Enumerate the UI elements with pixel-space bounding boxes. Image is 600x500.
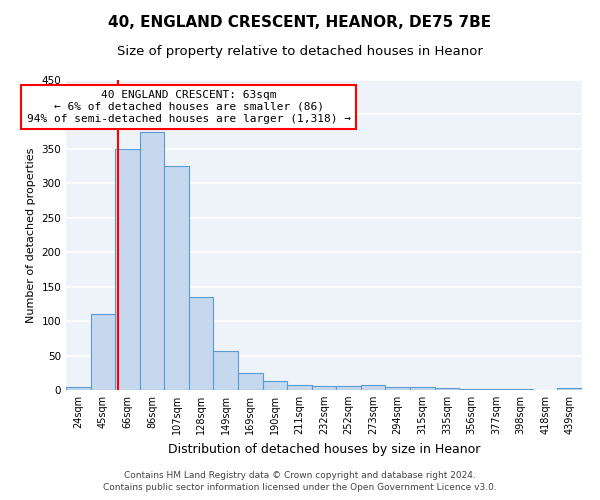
Bar <box>557 388 582 390</box>
Bar <box>189 297 214 390</box>
Bar <box>361 385 385 390</box>
Bar <box>91 314 115 390</box>
Text: 40, ENGLAND CRESCENT, HEANOR, DE75 7BE: 40, ENGLAND CRESCENT, HEANOR, DE75 7BE <box>109 15 491 30</box>
Bar <box>263 381 287 390</box>
Y-axis label: Number of detached properties: Number of detached properties <box>26 148 36 322</box>
Text: 40 ENGLAND CRESCENT: 63sqm
← 6% of detached houses are smaller (86)
94% of semi-: 40 ENGLAND CRESCENT: 63sqm ← 6% of detac… <box>27 90 351 124</box>
Bar <box>312 386 336 390</box>
Bar <box>164 166 189 390</box>
Text: Contains public sector information licensed under the Open Government Licence v3: Contains public sector information licen… <box>103 484 497 492</box>
Bar <box>238 373 263 390</box>
Bar <box>484 388 508 390</box>
Bar <box>287 385 312 390</box>
Bar <box>434 388 459 390</box>
Bar <box>140 132 164 390</box>
Bar <box>410 386 434 390</box>
Bar <box>115 149 140 390</box>
Bar <box>385 386 410 390</box>
Text: Contains HM Land Registry data © Crown copyright and database right 2024.: Contains HM Land Registry data © Crown c… <box>124 471 476 480</box>
Text: Size of property relative to detached houses in Heanor: Size of property relative to detached ho… <box>117 45 483 58</box>
Bar <box>214 350 238 390</box>
Bar <box>66 386 91 390</box>
Bar <box>459 388 484 390</box>
Bar <box>508 388 533 390</box>
Bar <box>336 386 361 390</box>
X-axis label: Distribution of detached houses by size in Heanor: Distribution of detached houses by size … <box>168 442 480 456</box>
